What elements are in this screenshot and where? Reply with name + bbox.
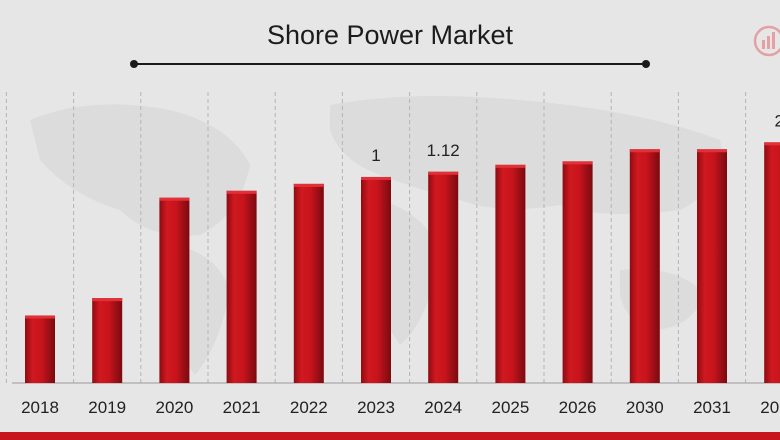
- x-tick-label: 2018: [21, 398, 59, 417]
- x-tick-label: 2024: [424, 398, 462, 417]
- bar-2018: [25, 315, 55, 383]
- bar-2019: [92, 298, 123, 383]
- data-label: 2: [774, 111, 780, 130]
- x-tick-label: 2026: [559, 398, 597, 417]
- bar-2023: [361, 176, 391, 383]
- x-tick-label: 2023: [357, 398, 395, 417]
- x-tick-label: 2025: [491, 398, 529, 417]
- bar-2032: [764, 142, 780, 383]
- bar-2020: [159, 197, 190, 383]
- x-tick-label: 2022: [290, 398, 328, 417]
- bar-cap-2019: [92, 298, 123, 302]
- bar-2022: [293, 183, 324, 383]
- mrfr-logo-icon: [753, 25, 780, 57]
- x-tick-label: 2020: [155, 398, 193, 417]
- bar-2026: [562, 161, 593, 383]
- bar-cap-2023: [361, 176, 391, 180]
- bar-cap-2018: [25, 315, 55, 319]
- bar-2021: [226, 190, 257, 383]
- title-divider: [130, 60, 650, 68]
- x-tick-label: 2031: [693, 398, 731, 417]
- bar-2030: [629, 149, 660, 383]
- bar-cap-2021: [226, 190, 257, 194]
- bar-cap-2022: [293, 183, 324, 187]
- bar-cap-2030: [629, 149, 660, 153]
- bottom-accent-bar: [0, 432, 780, 440]
- bar-cap-2025: [495, 164, 526, 168]
- bar-2031: [697, 149, 727, 383]
- bar-cap-2020: [159, 197, 190, 201]
- bar-cap-2032: [764, 142, 780, 146]
- bar-2024: [428, 171, 459, 383]
- bar-cap-2031: [697, 149, 727, 153]
- chart-title: Shore Power Market: [266, 20, 514, 50]
- x-tick-label: 2021: [223, 398, 261, 417]
- x-tick-label: 2032: [760, 398, 780, 417]
- data-label: 1.12: [427, 141, 460, 160]
- x-tick-label: 2030: [626, 398, 664, 417]
- bar-cap-2024: [428, 171, 459, 175]
- x-tick-label: 2019: [88, 398, 126, 417]
- data-label: 1: [371, 146, 380, 165]
- bar-cap-2026: [562, 161, 593, 165]
- bar-2025: [495, 164, 526, 383]
